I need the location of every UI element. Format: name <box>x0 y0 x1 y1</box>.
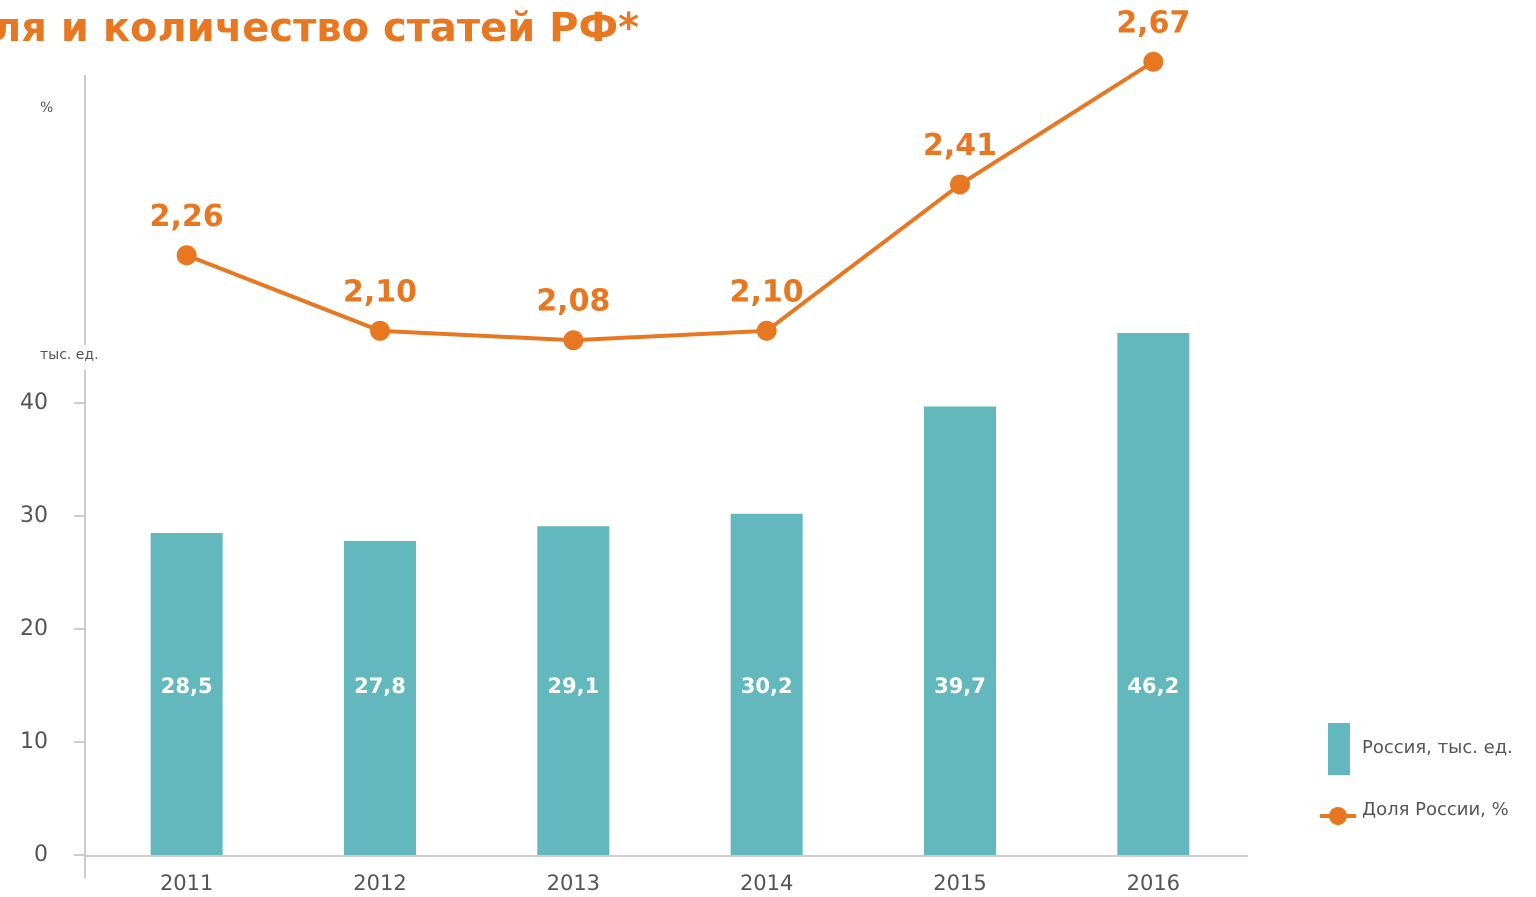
bar-value-label: 39,7 <box>934 674 986 698</box>
point <box>563 330 584 351</box>
point-value-label: 2,26 <box>150 199 224 234</box>
point <box>950 174 970 195</box>
y-tick-label: 20 <box>20 616 48 641</box>
y-tick-label: 30 <box>20 503 48 528</box>
point <box>1143 51 1164 72</box>
x-tick-label: 2014 <box>740 871 793 895</box>
bar <box>344 540 416 855</box>
x-tick-label: 2013 <box>547 871 600 895</box>
point-value-label: 2,08 <box>536 284 610 319</box>
point <box>176 245 197 266</box>
chart-title: ля и количество статей РФ* <box>0 5 639 51</box>
y-tick-label: 40 <box>20 390 48 415</box>
y-tick-label: 0 <box>34 842 48 867</box>
bar-value-label: 46,2 <box>1127 674 1179 698</box>
bar <box>150 533 223 855</box>
line-axis-label: % <box>40 100 53 116</box>
bar-value-label: 30,2 <box>741 674 793 698</box>
bar <box>924 406 996 855</box>
point-value-label: 2,10 <box>730 274 804 309</box>
bar <box>1117 333 1190 855</box>
legend-dot <box>1329 807 1347 825</box>
bar-value-label: 28,5 <box>161 674 213 698</box>
x-tick-label: 2011 <box>160 871 213 895</box>
x-tick-label: 2015 <box>933 871 986 895</box>
x-tick-label: 2016 <box>1127 871 1180 895</box>
line <box>185 60 1155 343</box>
bar-axis-label: тыс. ед. <box>40 347 99 363</box>
point-value-label: 2,67 <box>1116 5 1190 40</box>
x-tick-label: 2012 <box>353 871 406 895</box>
y-tick-label: 10 <box>20 729 48 754</box>
legend-swatch <box>1328 723 1350 775</box>
legend-label: Россия, тыс. ед. <box>1362 737 1513 758</box>
bar-value-label: 27,8 <box>354 674 406 698</box>
bar <box>537 526 610 855</box>
point <box>756 320 777 341</box>
bar-value-label: 29,1 <box>547 674 599 698</box>
point-value-label: 2,41 <box>923 128 997 163</box>
bar <box>730 513 803 855</box>
legend-label: Доля России, % <box>1362 799 1509 820</box>
point <box>370 320 390 341</box>
point-value-label: 2,10 <box>343 274 417 309</box>
